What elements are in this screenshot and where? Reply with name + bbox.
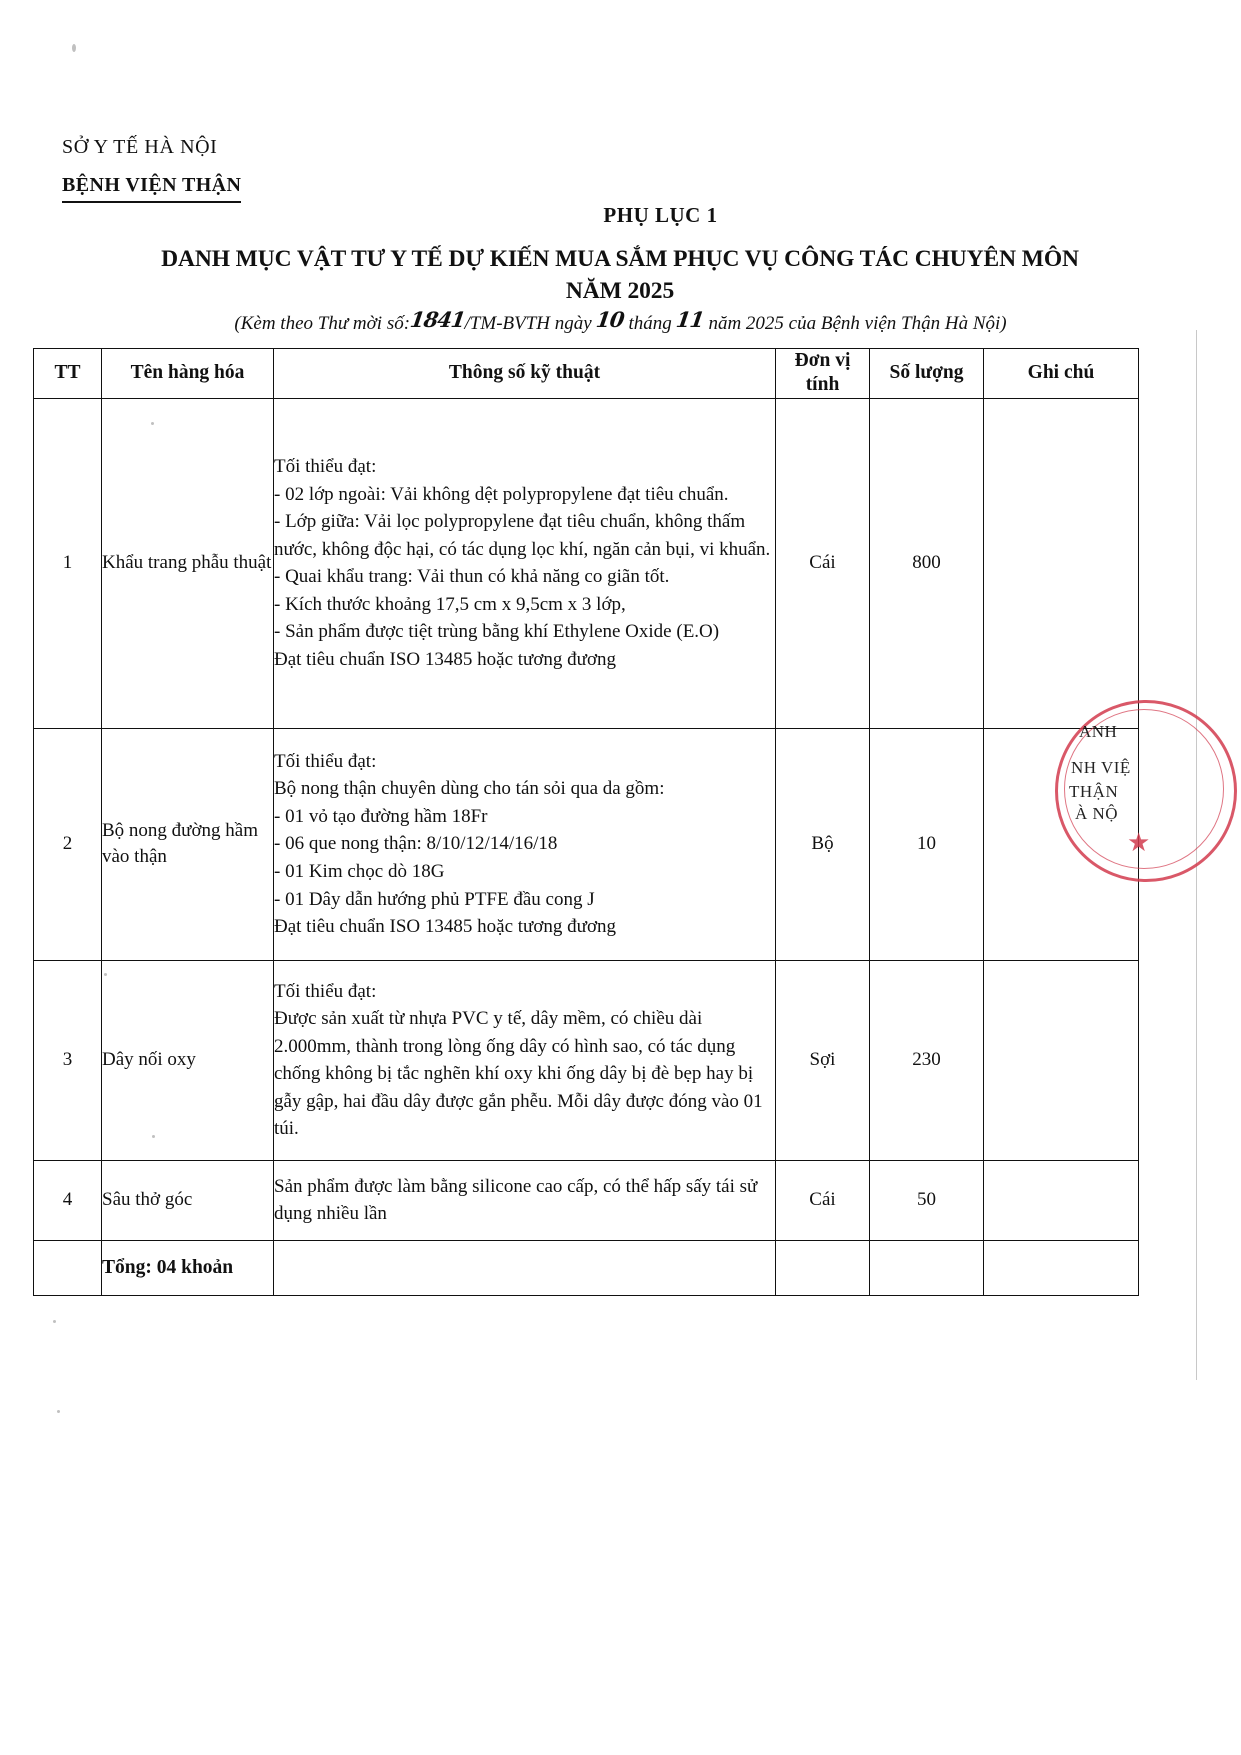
table-header-row: TT Tên hàng hóa Thông số kỹ thuật Đơn vị… bbox=[33, 348, 1139, 399]
row-unit: Sợi bbox=[775, 959, 870, 1161]
total-empty-tt bbox=[33, 1239, 102, 1296]
row-quantity: 10 bbox=[869, 727, 984, 961]
page-title-year: NĂM 2025 bbox=[565, 278, 675, 305]
row-index: 3 bbox=[33, 959, 102, 1161]
appendix-label: PHỤ LỤC 1 bbox=[0, 203, 1241, 228]
spec-line: - 06 que nong thận: 8/10/12/14/16/18 bbox=[274, 833, 558, 855]
col-header-unit-line1: Đơn vị bbox=[794, 350, 851, 371]
spec-line: Đạt tiêu chuẩn ISO 13485 hoặc tương đươn… bbox=[274, 916, 616, 938]
reference-month-handwritten: 11 bbox=[674, 307, 706, 332]
table-row: 1 Khẩu trang phẫu thuật Tối thiểu đạt: -… bbox=[33, 397, 1139, 729]
spec-line: Sản phẩm được làm bằng silicone cao cấp,… bbox=[274, 1175, 758, 1225]
row-note bbox=[983, 959, 1139, 1161]
row-index: 1 bbox=[33, 397, 102, 729]
spec-line: - Quai khẩu trang: Vải thun có khả năng … bbox=[274, 566, 670, 588]
row-unit: Cái bbox=[775, 397, 870, 729]
appendix-label-text: PHỤ LỤC 1 bbox=[603, 203, 718, 227]
spec-line: Được sản xuất từ nhựa PVC y tế, dây mềm,… bbox=[274, 1008, 763, 1140]
scan-speck bbox=[57, 1410, 60, 1413]
col-header-unit: Đơn vị tính bbox=[775, 348, 870, 399]
page-title-text: DANH MỤC VẬT TƯ Y TẾ DỰ KIẾN MUA SẮM PHỤ… bbox=[161, 246, 1079, 272]
spec-line: Tối thiểu đạt: bbox=[274, 750, 377, 772]
table-row: 3 Dây nối oxy Tối thiểu đạt: Được sản xu… bbox=[33, 959, 1139, 1161]
row-item-name: Khẩu trang phẫu thuật bbox=[101, 397, 274, 729]
hospital-name: BỆNH VIỆN THẬN bbox=[62, 171, 242, 203]
reference-month-word: tháng bbox=[628, 313, 672, 334]
total-empty-spec bbox=[273, 1239, 776, 1296]
row-item-name: Sâu thở góc bbox=[101, 1159, 274, 1241]
spec-line: Đạt tiêu chuẩn ISO 13485 hoặc tương đươn… bbox=[274, 648, 616, 670]
reference-prefix: (Kèm theo Thư mời số: bbox=[234, 313, 411, 334]
department-name: SỞ Y TẾ HÀ NỘI bbox=[62, 136, 218, 158]
total-label: Tổng: 04 khoản bbox=[101, 1239, 274, 1296]
reference-number-handwritten: 1841 bbox=[408, 307, 467, 332]
reference-middle: /TM-BVTH ngày bbox=[464, 313, 592, 334]
col-header-spec: Thông số kỹ thuật bbox=[273, 348, 776, 399]
row-spec: Tối thiểu đạt: - 02 lớp ngoài: Vải không… bbox=[273, 397, 776, 729]
page-title: DANH MỤC VẬT TƯ Y TẾ DỰ KIẾN MUA SẮM PHỤ… bbox=[55, 243, 1185, 308]
row-spec: Sản phẩm được làm bằng silicone cao cấp,… bbox=[273, 1159, 776, 1241]
reference-line: (Kèm theo Thư mời số:1841/TM-BVTH ngày 1… bbox=[0, 307, 1241, 335]
reference-suffix: năm 2025 của Bệnh viện Thận Hà Nội) bbox=[708, 313, 1007, 334]
items-table: TT Tên hàng hóa Thông số kỹ thuật Đơn vị… bbox=[33, 348, 1139, 1296]
row-unit: Bộ bbox=[775, 727, 870, 961]
reference-day-handwritten: 10 bbox=[594, 307, 626, 332]
letterhead: SỞ Y TẾ HÀ NỘI BỆNH VIỆN THẬN bbox=[62, 133, 242, 203]
spec-line: Tối thiểu đạt: bbox=[274, 980, 377, 1002]
total-empty-qty bbox=[869, 1239, 984, 1296]
table-total-row: Tổng: 04 khoản bbox=[33, 1239, 1139, 1296]
total-empty-note bbox=[983, 1239, 1139, 1296]
row-quantity: 50 bbox=[869, 1159, 984, 1241]
row-note bbox=[983, 727, 1139, 961]
scan-speck bbox=[53, 1320, 56, 1323]
scan-edge-line bbox=[1196, 330, 1197, 1380]
spec-line: - Kích thước khoảng 17,5 cm x 9,5cm x 3 … bbox=[274, 593, 626, 615]
col-header-tt: TT bbox=[33, 348, 102, 399]
row-spec: Tối thiểu đạt: Bộ nong thận chuyên dùng … bbox=[273, 727, 776, 961]
spec-line: - 01 Dây dẫn hướng phủ PTFE đầu cong J bbox=[274, 888, 595, 910]
spec-line: Tối thiểu đạt: bbox=[274, 456, 377, 478]
row-spec: Tối thiểu đạt: Được sản xuất từ nhựa PVC… bbox=[273, 959, 776, 1161]
table-row: 2 Bộ nong đường hầm vào thận Tối thiểu đ… bbox=[33, 727, 1139, 961]
spec-line: - 02 lớp ngoài: Vải không dệt polypropyl… bbox=[274, 483, 729, 505]
row-note bbox=[983, 397, 1139, 729]
spec-line: - 01 Kim chọc dò 18G bbox=[274, 861, 445, 883]
row-item-name: Bộ nong đường hầm vào thận bbox=[101, 727, 274, 961]
spec-line: - Lớp giữa: Vải lọc polypropylene đạt ti… bbox=[274, 511, 771, 560]
scan-speck bbox=[72, 44, 76, 52]
total-empty-unit bbox=[775, 1239, 870, 1296]
row-quantity: 230 bbox=[869, 959, 984, 1161]
table-row: 4 Sâu thở góc Sản phẩm được làm bằng sil… bbox=[33, 1159, 1139, 1241]
row-note bbox=[983, 1159, 1139, 1241]
row-index: 2 bbox=[33, 727, 102, 961]
row-item-name: Dây nối oxy bbox=[101, 959, 274, 1161]
row-unit: Cái bbox=[775, 1159, 870, 1241]
col-header-note: Ghi chú bbox=[983, 348, 1139, 399]
row-index: 4 bbox=[33, 1159, 102, 1241]
spec-line: - 01 vỏ tạo đường hầm 18Fr bbox=[274, 805, 488, 827]
spec-line: Bộ nong thận chuyên dùng cho tán sỏi qua… bbox=[274, 778, 665, 800]
spec-line: - Sản phẩm được tiệt trùng bằng khí Ethy… bbox=[274, 621, 720, 643]
col-header-quantity: Số lượng bbox=[869, 348, 984, 399]
col-header-name: Tên hàng hóa bbox=[101, 348, 274, 399]
row-quantity: 800 bbox=[869, 397, 984, 729]
col-header-unit-line2: tính bbox=[805, 374, 840, 396]
